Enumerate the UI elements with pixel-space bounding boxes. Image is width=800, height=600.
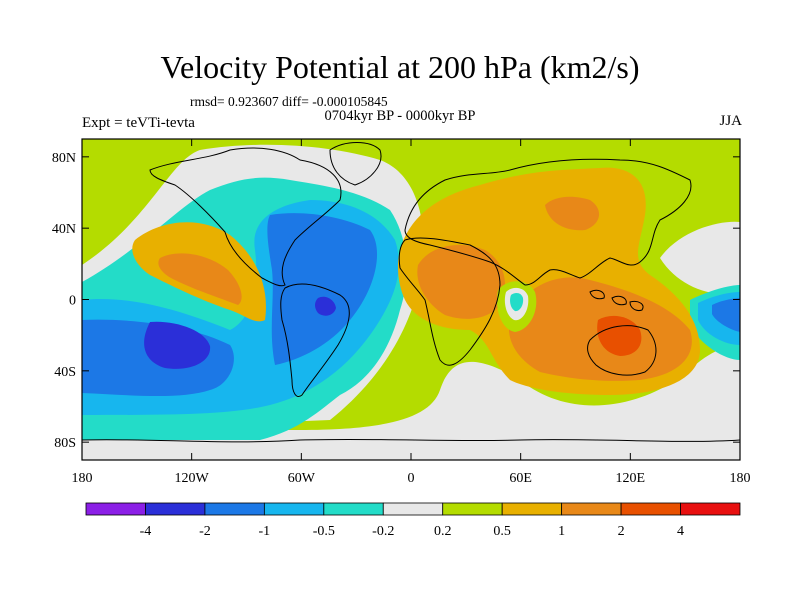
coastline-greenland (329, 142, 382, 186)
coastline-eurasia (404, 158, 692, 286)
negative-region-extreme (144, 296, 336, 369)
experiment-label: Expt = teVTi-tevta (82, 115, 195, 131)
coastline-australia (587, 325, 657, 376)
colorbar-label: 2 (618, 524, 625, 539)
y-tick-label: 80N (52, 151, 76, 166)
x-tick-label: 180 (72, 471, 93, 486)
colorbar-label: 0.2 (434, 524, 452, 539)
colorbar-label: -1 (259, 524, 271, 539)
x-tick-label: 60E (509, 471, 532, 486)
colorbar-bin (263, 502, 325, 516)
x-tick-label: 180 (730, 471, 751, 486)
y-tick-label: 40S (54, 365, 76, 380)
colorbar-label: -0.2 (372, 524, 394, 539)
colorbar-bin (204, 502, 265, 516)
colorbar-bin (501, 502, 563, 516)
y-tick-label: 80S (54, 436, 76, 451)
colorbar-label: -0.5 (313, 524, 335, 539)
y-tick-label: 40N (52, 222, 76, 237)
positive-region-pacific-core (158, 253, 242, 305)
colorbar-bin (85, 502, 146, 516)
colorbar-bin (442, 502, 503, 516)
y-axis: 80N 40N 0 40S 80S (52, 151, 740, 451)
negative-region-east-core (712, 298, 740, 332)
chart-title: Velocity Potential at 200 hPa (km2/s) (160, 49, 640, 85)
season-label: JJA (719, 113, 742, 129)
colorbar-bin (680, 502, 741, 516)
x-tick-label: 60W (288, 471, 316, 486)
neutral-region-pacific-north (660, 221, 740, 294)
colorbar-label: -2 (199, 524, 211, 539)
x-tick-label: 0 (408, 471, 415, 486)
chart-subtitle: rmsd= 0.923607 diff= -0.000105845 (190, 94, 388, 109)
colorbar-bin (323, 502, 384, 516)
colorbar-label: 4 (677, 524, 684, 539)
y-tick-label: 0 (69, 294, 76, 309)
contour-fill (82, 139, 740, 460)
coastline-south-america (280, 283, 350, 397)
coastline-antarctica (82, 438, 740, 443)
coastline-africa (398, 237, 501, 366)
coastlines (82, 142, 740, 443)
colorbar-bin (145, 502, 206, 516)
colorbar-bin (382, 502, 444, 516)
colorbar-bin (561, 502, 622, 516)
colorbar-label: 1 (558, 524, 565, 539)
colorbar-label: 0.5 (493, 524, 511, 539)
x-tick-label: 120E (616, 471, 646, 486)
colorbar: -4 -2 -1 -0.5 -0.2 0.2 0.5 1 2 4 (85, 502, 741, 539)
x-tick-label: 120W (175, 471, 210, 486)
chart-period: 0704kyr BP - 0000kyr BP (324, 108, 476, 124)
colorbar-label: -4 (140, 524, 152, 539)
coastline-north-america (149, 147, 342, 287)
x-axis: 180 120W 60W 0 60E 120E 180 (72, 139, 751, 486)
colorbar-bin (620, 502, 681, 516)
coastline-maritime-islands (589, 289, 644, 311)
neutral-pocket-arabian-cold (510, 293, 524, 312)
